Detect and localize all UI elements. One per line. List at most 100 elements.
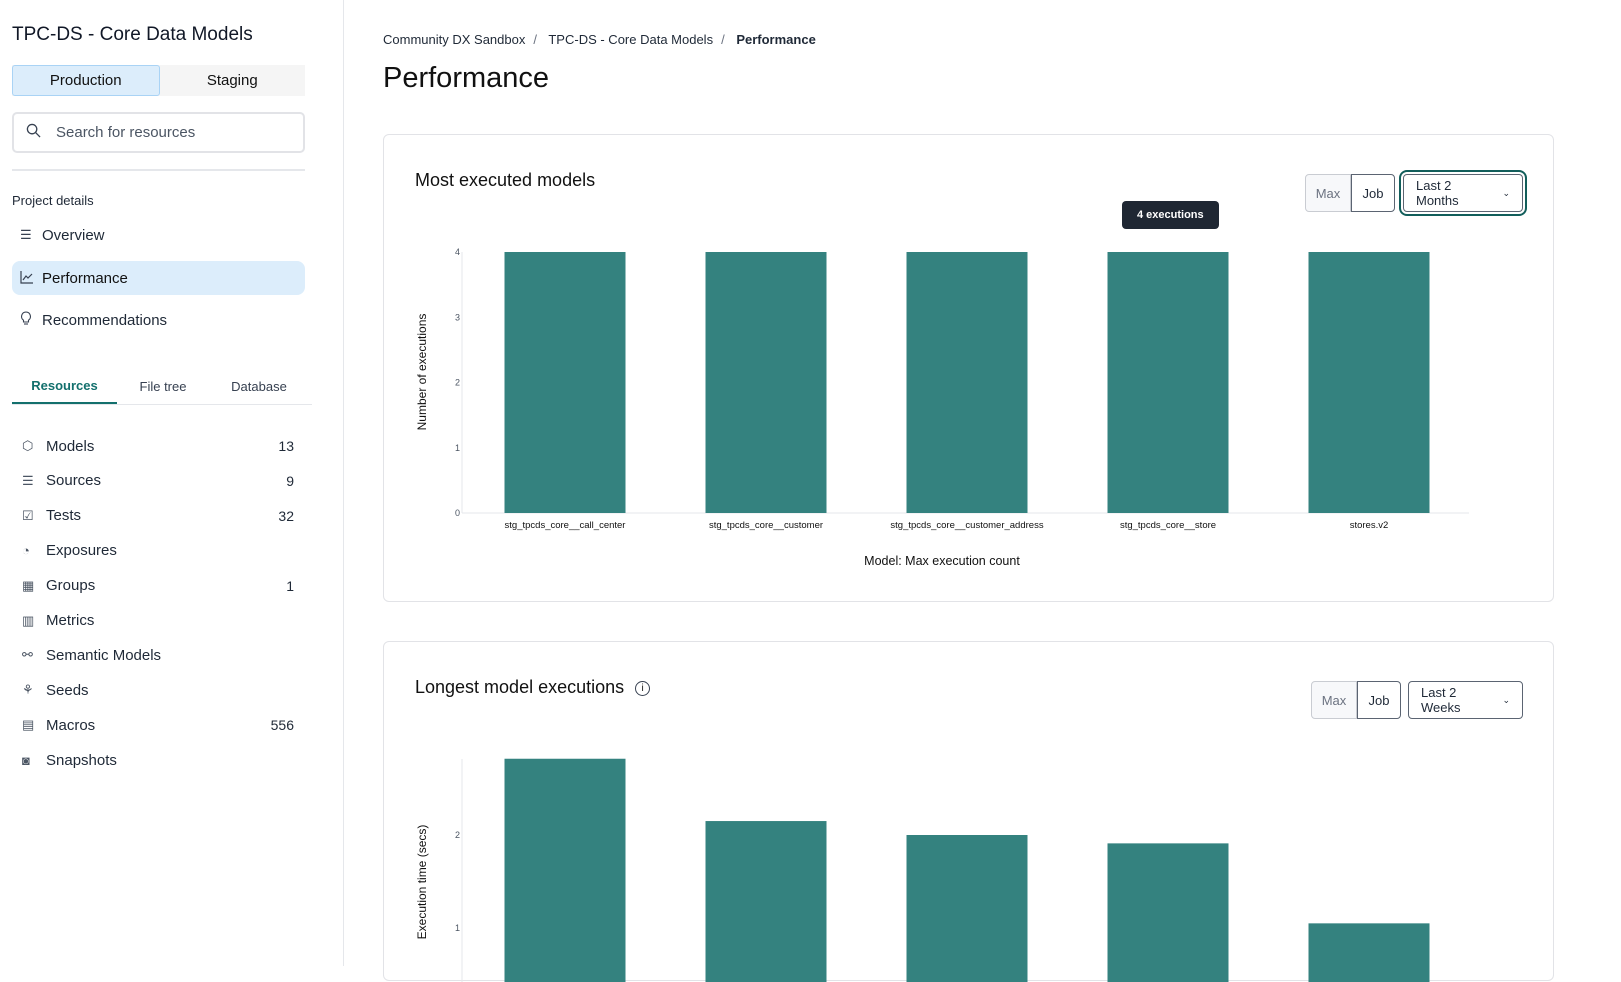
- y-tick-label: 3: [455, 312, 460, 322]
- breadcrumb-link[interactable]: Community DX Sandbox: [383, 32, 526, 47]
- bar: [705, 821, 827, 982]
- y-tick-label: 1: [455, 443, 460, 453]
- time-range-dropdown[interactable]: Last 2 Weeks ⌄: [1408, 681, 1523, 719]
- y-tick-label: 0: [455, 508, 460, 518]
- bar: [906, 835, 1028, 982]
- resource-count: 1: [286, 577, 294, 594]
- resource-exposures[interactable]: ◔ Exposures: [22, 537, 294, 565]
- breadcrumb-current: Performance: [736, 32, 816, 47]
- x-tick-label: stg_tpcds_core__call_center: [505, 520, 626, 531]
- resource-label: Tests: [46, 507, 82, 525]
- grid-icon: ▦: [22, 577, 35, 593]
- max-button[interactable]: Max: [1311, 681, 1357, 719]
- bar: [504, 758, 626, 982]
- resource-models[interactable]: ⬡ Models 13: [22, 432, 294, 460]
- bar: [906, 252, 1028, 513]
- resource-snapshots[interactable]: ◙ Snapshots: [22, 746, 294, 774]
- bar: [1107, 252, 1229, 513]
- env-staging-tab[interactable]: Staging: [206, 72, 258, 89]
- nav-recommendations[interactable]: Recommendations: [12, 303, 305, 337]
- resource-label: Metrics: [46, 612, 95, 629]
- camera-icon: ◙: [22, 752, 30, 768]
- time-range-dropdown[interactable]: Last 2 Months ⌄: [1403, 174, 1523, 212]
- tab-resources[interactable]: Resources: [12, 368, 117, 404]
- nav-overview[interactable]: ☰ Overview: [12, 218, 305, 252]
- search-input[interactable]: Search for resources: [12, 112, 305, 153]
- y-tick-label: 2: [455, 830, 460, 840]
- search-icon: [26, 123, 42, 142]
- job-button[interactable]: Job: [1351, 174, 1395, 212]
- resource-macros[interactable]: ▤ Macros 556: [22, 711, 294, 739]
- resource-label: Models: [46, 437, 95, 455]
- page-title: Performance: [383, 62, 550, 94]
- max-button[interactable]: Max: [1305, 174, 1351, 212]
- chevron-down-icon: ⌄: [1502, 694, 1510, 705]
- longest-executions-card: Longest model executions i Max Job Last …: [383, 641, 1554, 982]
- breadcrumb-link[interactable]: TPC-DS - Core Data Models: [548, 32, 714, 47]
- mode-toggle: Max Job: [1311, 681, 1401, 719]
- resource-label: Snapshots: [46, 751, 117, 769]
- resource-semantic-models[interactable]: ⚯ Semantic Models: [22, 641, 294, 669]
- execution-time-bar-chart: 1 2 Execution time (secs): [415, 758, 1430, 982]
- x-tick-label: stg_tpcds_core__customer_address: [890, 520, 1043, 531]
- clipboard-check-icon: ☑: [22, 507, 34, 523]
- resource-label: Semantic Models: [46, 646, 162, 664]
- bar: [705, 252, 827, 513]
- resource-seeds[interactable]: ⚘ Seeds: [22, 676, 294, 704]
- resource-count: 9: [286, 472, 294, 489]
- x-tick-label: stg_tpcds_core__store: [1120, 520, 1216, 531]
- y-tick-label: 2: [455, 378, 460, 388]
- list-icon: ☰: [20, 227, 32, 242]
- nav-label: Recommendations: [42, 311, 168, 329]
- resource-label: Seeds: [46, 681, 89, 699]
- resource-tests[interactable]: ☑ Tests 32: [22, 502, 294, 530]
- file-icon: ▤: [22, 717, 35, 733]
- nav-label: Performance: [42, 269, 128, 287]
- sprout-icon: ⚘: [22, 682, 34, 698]
- y-tick-label: 1: [455, 923, 460, 933]
- y-tick-label: 4: [455, 247, 460, 257]
- breadcrumb: Community DX Sandbox / TPC-DS - Core Data…: [383, 32, 816, 47]
- resource-metrics[interactable]: ▥ Metrics: [22, 607, 294, 635]
- bar: [1107, 843, 1229, 982]
- search-placeholder: Search for resources: [56, 124, 196, 141]
- section-label: Project details: [12, 193, 94, 208]
- bar: [1308, 923, 1430, 982]
- resource-label: Sources: [46, 472, 102, 490]
- card-title: Most executed models: [415, 170, 596, 190]
- env-production-tab[interactable]: Production: [12, 65, 160, 96]
- nav-performance[interactable]: Performance: [12, 261, 305, 295]
- job-button[interactable]: Job: [1357, 681, 1401, 719]
- resource-groups[interactable]: ▦ Groups 1: [22, 572, 294, 600]
- mode-toggle: Max Job: [1305, 174, 1395, 212]
- y-axis-label: Execution time (secs): [415, 825, 429, 940]
- x-tick-label: stores.v2: [1350, 520, 1389, 531]
- sidebar: TPC-DS - Core Data Models Production Sta…: [0, 0, 344, 966]
- lightbulb-icon: [20, 311, 42, 329]
- cube-icon: ⬡: [22, 438, 34, 453]
- chevron-down-icon: ⌄: [1502, 187, 1510, 198]
- environment-toggle: Production Staging: [12, 65, 305, 96]
- x-axis-label: Model: Max execution count: [864, 554, 1020, 568]
- bar: [1308, 252, 1430, 513]
- tab-database[interactable]: Database: [231, 378, 287, 394]
- dropdown-value: Last 2 Months: [1416, 178, 1459, 208]
- database-icon: ☰: [22, 472, 34, 488]
- resource-label: Macros: [46, 716, 96, 734]
- tab-file-tree[interactable]: File tree: [139, 378, 187, 394]
- resource-label: Exposures: [46, 542, 117, 560]
- card-title-text: Longest model executions: [415, 677, 625, 697]
- nav-label: Overview: [42, 226, 105, 244]
- resource-sources[interactable]: ☰ Sources 9: [22, 467, 294, 495]
- y-axis-label: Number of executions: [415, 314, 429, 431]
- resource-count: 556: [270, 717, 294, 734]
- bar-chart-icon: ▥: [22, 612, 35, 628]
- divider: [12, 169, 305, 171]
- info-icon[interactable]: i: [635, 681, 651, 696]
- bar-tooltip: 4 executions: [1122, 201, 1219, 229]
- resource-tabs: Resources File tree Database: [12, 368, 312, 405]
- resource-count: 32: [278, 507, 294, 524]
- executions-bar-chart: 0 1 2 3 4 stg_tpcds_core__call_center stg_tpcd…: [415, 247, 1469, 568]
- resource-count: 13: [278, 438, 294, 454]
- card-title: Longest model executions i: [415, 677, 651, 698]
